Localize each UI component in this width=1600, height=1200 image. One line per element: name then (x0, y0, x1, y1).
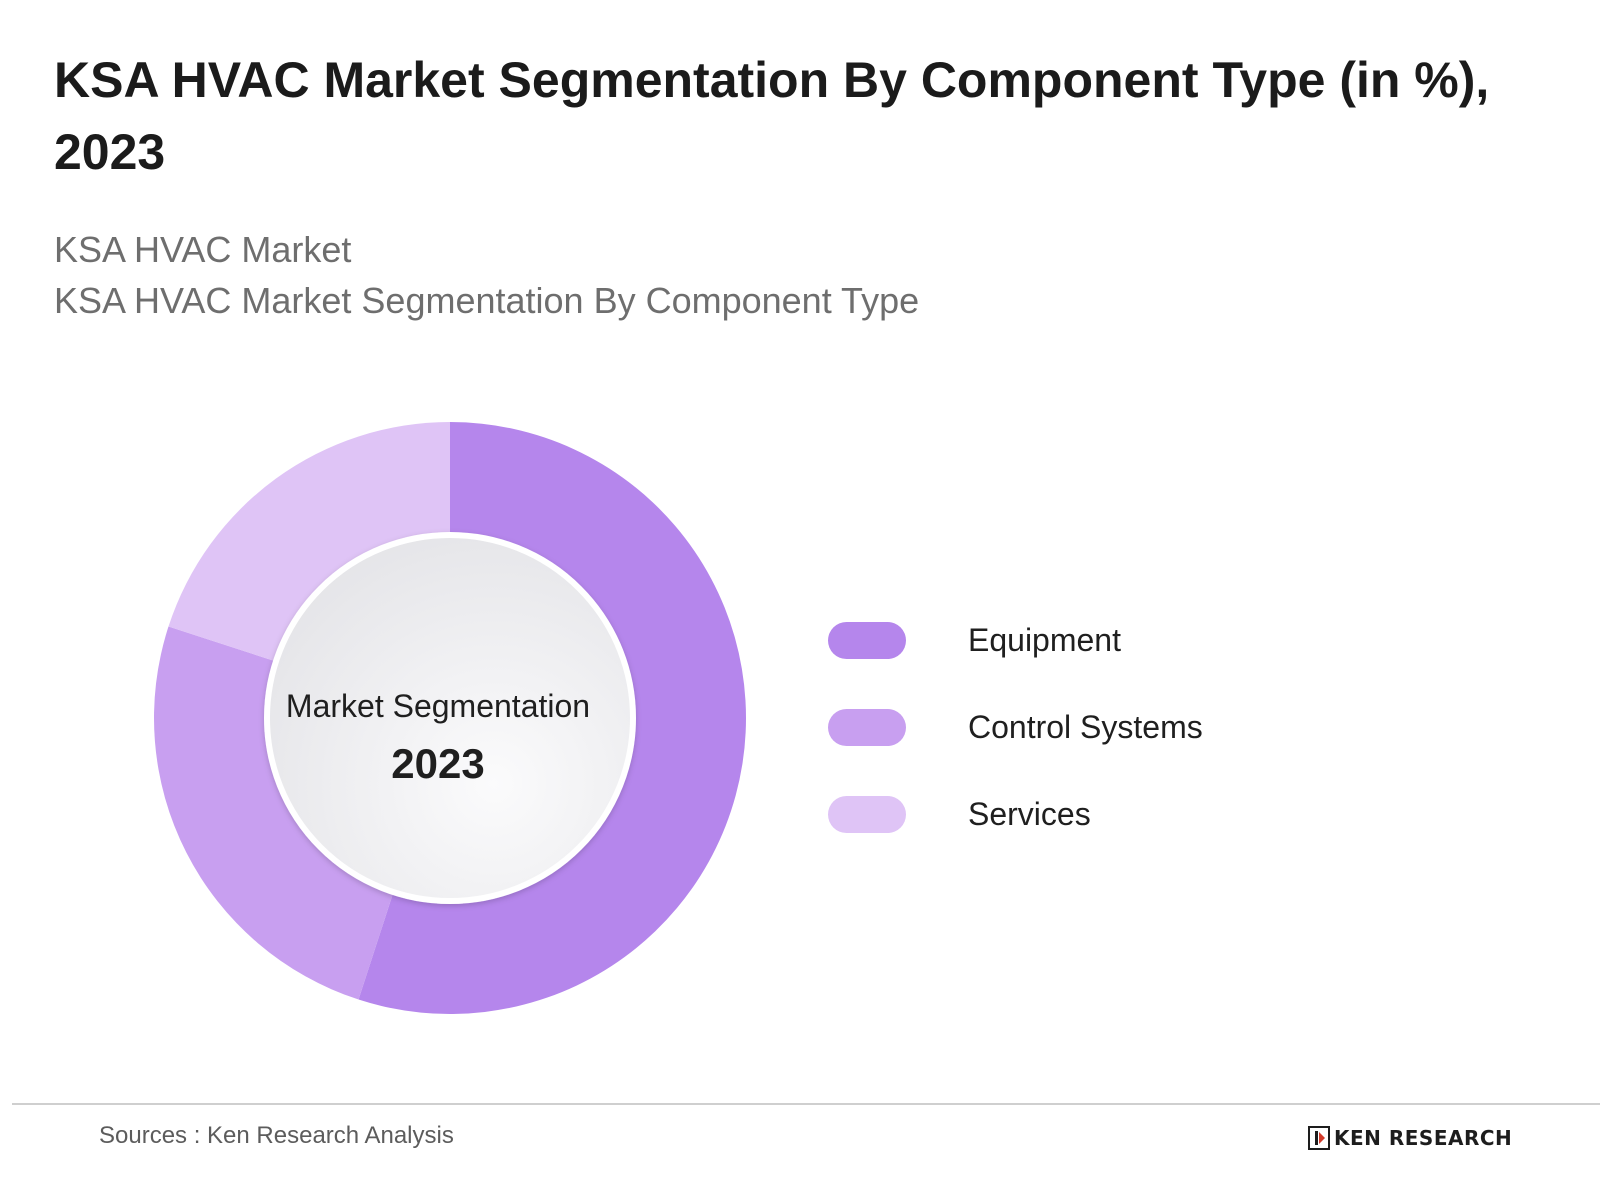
logo-text: KEN RESEARCH (1334, 1126, 1513, 1150)
legend-swatch-equipment (828, 622, 906, 659)
legend-label-equipment: Equipment (968, 622, 1121, 658)
footer-divider (12, 1103, 1600, 1105)
donut-chart: Market Segmentation 2023 (154, 422, 746, 1014)
ken-research-logo: KEN RESEARCH (1308, 1123, 1512, 1153)
donut-center (264, 532, 636, 904)
legend-label-control-systems: Control Systems (968, 709, 1203, 745)
breadcrumb-segment: KSA HVAC Market Segmentation By Componen… (54, 280, 920, 321)
center-label: Market Segmentation (286, 688, 590, 724)
source-note: Sources : Ken Research Analysis (99, 1122, 454, 1149)
legend-label-services: Services (968, 796, 1091, 832)
legend-swatch-services (828, 796, 906, 833)
center-year: 2023 (391, 740, 484, 787)
ken-research-logo-icon (1308, 1126, 1330, 1150)
breadcrumb-market: KSA HVAC Market (54, 229, 352, 270)
legend-swatch-control-systems (828, 709, 906, 746)
chart-title: KSA HVAC Market Segmentation By Componen… (54, 52, 1490, 180)
